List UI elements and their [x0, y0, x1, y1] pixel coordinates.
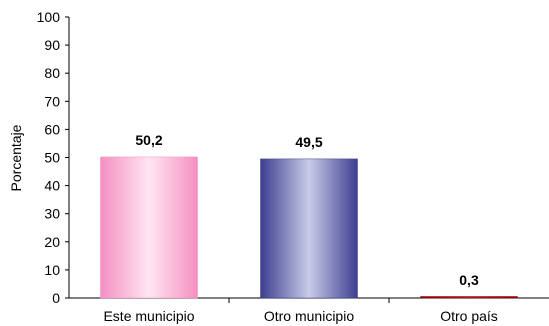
- bar: [260, 158, 358, 299]
- bars-group: [100, 156, 518, 299]
- y-axis-title: Porcentaje: [8, 124, 24, 191]
- y-tick-label: 100: [37, 9, 61, 25]
- bar: [100, 156, 198, 299]
- data-label: 49,5: [295, 134, 322, 150]
- x-category-label: Este municipio: [103, 308, 194, 324]
- x-axis: Este municipio Otro municipio Otro país: [69, 297, 549, 324]
- y-tick-label: 0: [52, 290, 60, 306]
- y-tick-label: 40: [44, 178, 60, 194]
- y-tick-label: 90: [44, 37, 60, 53]
- data-label: 50,2: [135, 132, 162, 148]
- y-tick-label: 60: [44, 121, 60, 137]
- y-tick-label: 30: [44, 206, 60, 222]
- data-label: 0,3: [459, 272, 479, 288]
- y-axis: 0 10 20 30 40 50 60 70 80 90 100: [37, 9, 70, 306]
- x-category-label: Otro país: [440, 308, 498, 324]
- bar: [420, 296, 518, 299]
- data-labels-group: 50,2 49,5 0,3: [135, 132, 479, 288]
- y-tick-label: 80: [44, 65, 60, 81]
- x-category-label: Otro municipio: [264, 308, 354, 324]
- y-tick-label: 20: [44, 234, 60, 250]
- y-tick-label: 10: [44, 262, 60, 278]
- y-tick-label: 70: [44, 93, 60, 109]
- y-tick-label: 50: [44, 150, 60, 166]
